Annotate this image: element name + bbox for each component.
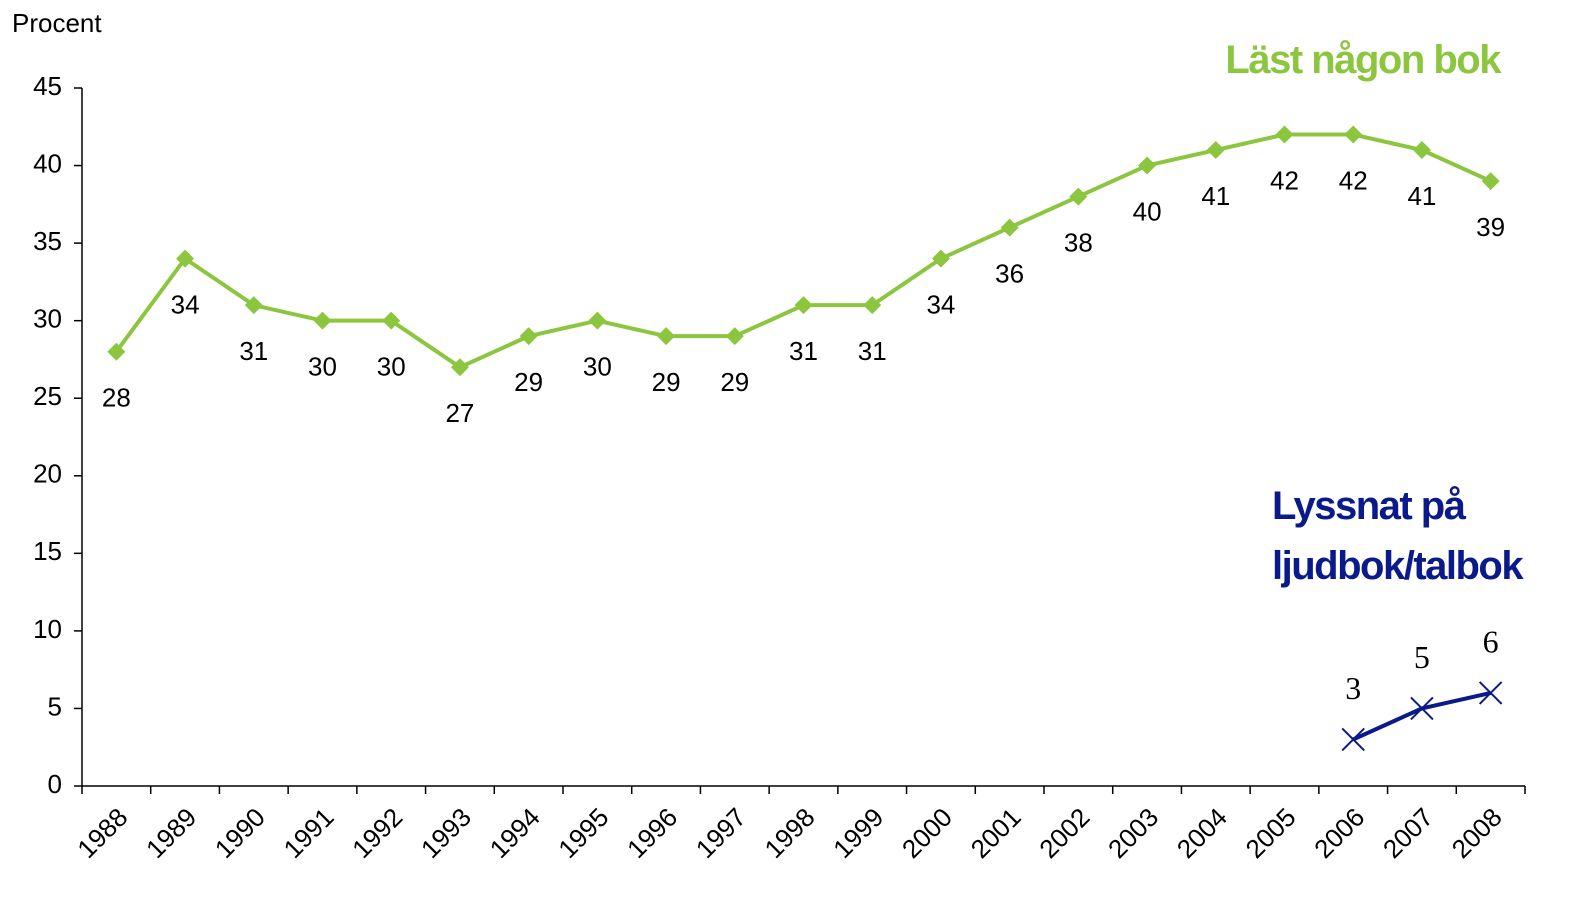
x-tick-label: 1991: [277, 802, 339, 864]
y-tick-label: 30: [33, 304, 62, 334]
marker: [863, 296, 882, 315]
data-label: 30: [377, 352, 406, 382]
data-label: 31: [858, 336, 887, 366]
data-label: 28: [102, 383, 131, 413]
marker: [1341, 727, 1365, 752]
data-label: 29: [720, 367, 749, 397]
marker: [1000, 218, 1019, 237]
marker: [657, 327, 676, 346]
marker: [1275, 125, 1294, 144]
x-tick-label: 1994: [484, 802, 546, 864]
data-label: 34: [926, 289, 955, 319]
y-axis-label: Procent: [12, 8, 102, 38]
marker: [1410, 696, 1434, 721]
x-tick-label: 1989: [140, 802, 202, 864]
data-label: 41: [1407, 181, 1436, 211]
data-label: 42: [1339, 165, 1368, 195]
x-tick-label: 2005: [1239, 802, 1301, 864]
data-label: 29: [652, 367, 681, 397]
y-tick-label: 5: [48, 691, 62, 721]
x-tick-label: 2003: [1102, 802, 1164, 864]
marker: [313, 311, 332, 330]
y-tick-label: 25: [33, 381, 62, 411]
x-tick-label: 2000: [896, 802, 958, 864]
data-label: 42: [1270, 165, 1299, 195]
data-label: 29: [514, 367, 543, 397]
marker: [176, 249, 195, 268]
x-tick-label: 1988: [71, 802, 133, 864]
marker: [1344, 125, 1363, 144]
data-label: 39: [1476, 212, 1505, 242]
marker: [1206, 141, 1225, 160]
marker: [244, 296, 263, 315]
marker: [725, 327, 744, 346]
x-tick-label: 1998: [758, 802, 820, 864]
series-line: [1352, 690, 1492, 742]
x-tick-label: 2002: [1033, 802, 1095, 864]
series-name: Läst någon bok: [1225, 38, 1501, 82]
marker: [450, 358, 469, 377]
marker: [1478, 681, 1503, 705]
marker: [794, 296, 813, 315]
y-tick-label: 20: [33, 459, 62, 489]
data-label: 30: [308, 352, 337, 382]
data-label: 31: [239, 336, 268, 366]
x-tick-label: 2008: [1446, 802, 1508, 864]
y-tick-label: 10: [33, 614, 62, 644]
x-tick-label: 1997: [690, 802, 752, 864]
data-label: 5: [1414, 639, 1430, 675]
x-tick-label: 2006: [1308, 802, 1370, 864]
marker: [1412, 141, 1431, 160]
data-label: 38: [1064, 227, 1093, 257]
data-label: 6: [1483, 623, 1499, 659]
data-label: 30: [583, 352, 612, 382]
data-label: 27: [445, 398, 474, 428]
data-label: 31: [789, 336, 818, 366]
y-tick-label: 15: [33, 536, 62, 566]
y-tick-label: 45: [33, 71, 62, 101]
data-label: 41: [1201, 181, 1230, 211]
x-tick-label: 1996: [621, 802, 683, 864]
x-tick-label: 1995: [552, 802, 614, 864]
data-label: 40: [1133, 196, 1162, 226]
data-label: 36: [995, 258, 1024, 288]
x-tick-label: 2001: [965, 802, 1027, 864]
marker: [1138, 156, 1157, 175]
x-tick-label: 1993: [415, 802, 477, 864]
x-tick-label: 2007: [1377, 802, 1439, 864]
marker: [107, 342, 126, 361]
x-tick-label: 2004: [1171, 802, 1233, 864]
y-tick-label: 0: [48, 769, 62, 799]
series-name: Lyssnat på ljudbok/talbok: [1272, 484, 1524, 588]
x-tick-label: 1990: [209, 802, 271, 864]
data-label: 3: [1345, 670, 1361, 706]
marker: [519, 327, 538, 346]
y-tick-label: 40: [33, 148, 62, 178]
marker: [1481, 172, 1500, 191]
y-tick-label: 35: [33, 226, 62, 256]
marker: [382, 311, 401, 330]
data-label: 34: [171, 289, 200, 319]
x-tick-label: 1999: [827, 802, 889, 864]
marker: [588, 311, 607, 330]
marker: [1069, 187, 1088, 206]
x-tick-label: 1992: [346, 802, 408, 864]
marker: [931, 249, 950, 268]
